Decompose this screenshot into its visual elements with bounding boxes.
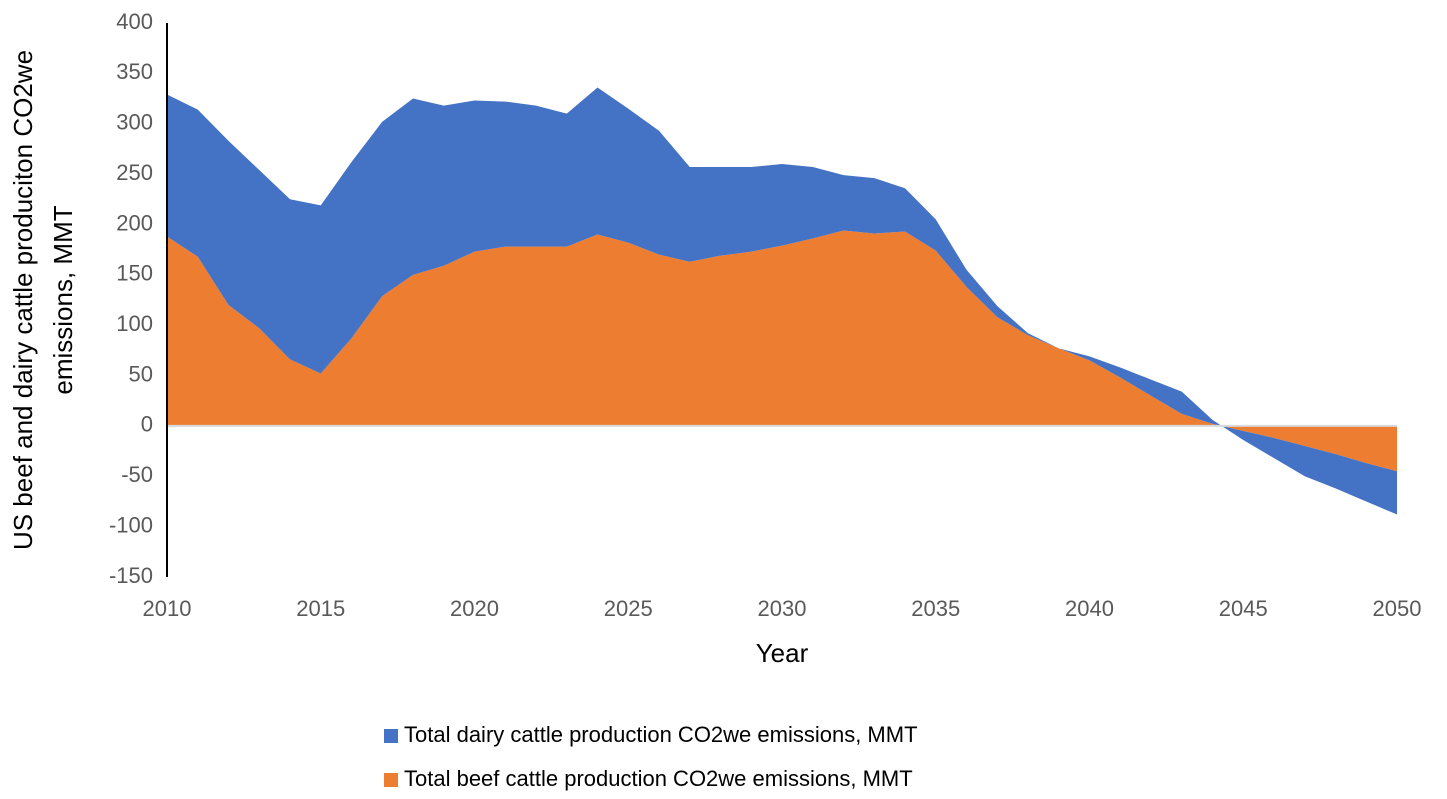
x-tick-label: 2040: [1065, 596, 1114, 621]
y-tick-label: 400: [116, 9, 153, 34]
y-axis-label-line: emissions, MMT: [48, 205, 78, 394]
y-tick-label: -50: [121, 462, 153, 487]
x-tick-label: 2025: [604, 596, 653, 621]
x-axis-label: Year: [756, 638, 809, 668]
y-tick-label: -100: [109, 512, 153, 537]
y-tick-label: 50: [129, 361, 153, 386]
x-tick-label: 2010: [143, 596, 192, 621]
y-tick-label: 0: [141, 412, 153, 437]
x-tick-label: 2030: [758, 596, 807, 621]
x-tick-label: 2020: [450, 596, 499, 621]
x-tick-label: 2050: [1373, 596, 1422, 621]
y-tick-label: 350: [116, 59, 153, 84]
y-tick-label: -150: [109, 563, 153, 588]
x-tick-label: 2045: [1219, 596, 1268, 621]
y-tick-label: 300: [116, 110, 153, 135]
area: [167, 230, 1397, 472]
legend-swatch: [384, 773, 398, 787]
y-tick-label: 150: [116, 261, 153, 286]
legend-label: Total beef cattle production CO2we emiss…: [404, 766, 913, 791]
y-axis-label: US beef and dairy cattle produciton CO2w…: [8, 50, 78, 550]
area: [167, 87, 1397, 515]
x-tick-label: 2035: [911, 596, 960, 621]
y-axis-label-line: US beef and dairy cattle produciton CO2w…: [8, 50, 38, 550]
x-tick-label: 2015: [296, 596, 345, 621]
legend-label: Total dairy cattle production CO2we emis…: [404, 722, 918, 747]
y-tick-label: 250: [116, 160, 153, 185]
y-tick-label: 100: [116, 311, 153, 336]
legend-swatch: [384, 729, 398, 743]
y-tick-label: 200: [116, 210, 153, 235]
